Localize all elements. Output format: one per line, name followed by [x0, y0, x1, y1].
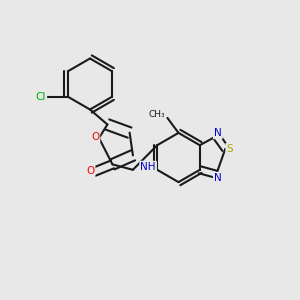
Text: NH: NH — [140, 162, 156, 172]
Text: N: N — [214, 173, 222, 183]
Text: O: O — [86, 166, 94, 176]
Text: Cl: Cl — [36, 92, 46, 102]
Text: O: O — [91, 132, 99, 142]
Text: CH₃: CH₃ — [148, 110, 165, 119]
Text: S: S — [226, 144, 233, 154]
Text: N: N — [214, 128, 222, 138]
